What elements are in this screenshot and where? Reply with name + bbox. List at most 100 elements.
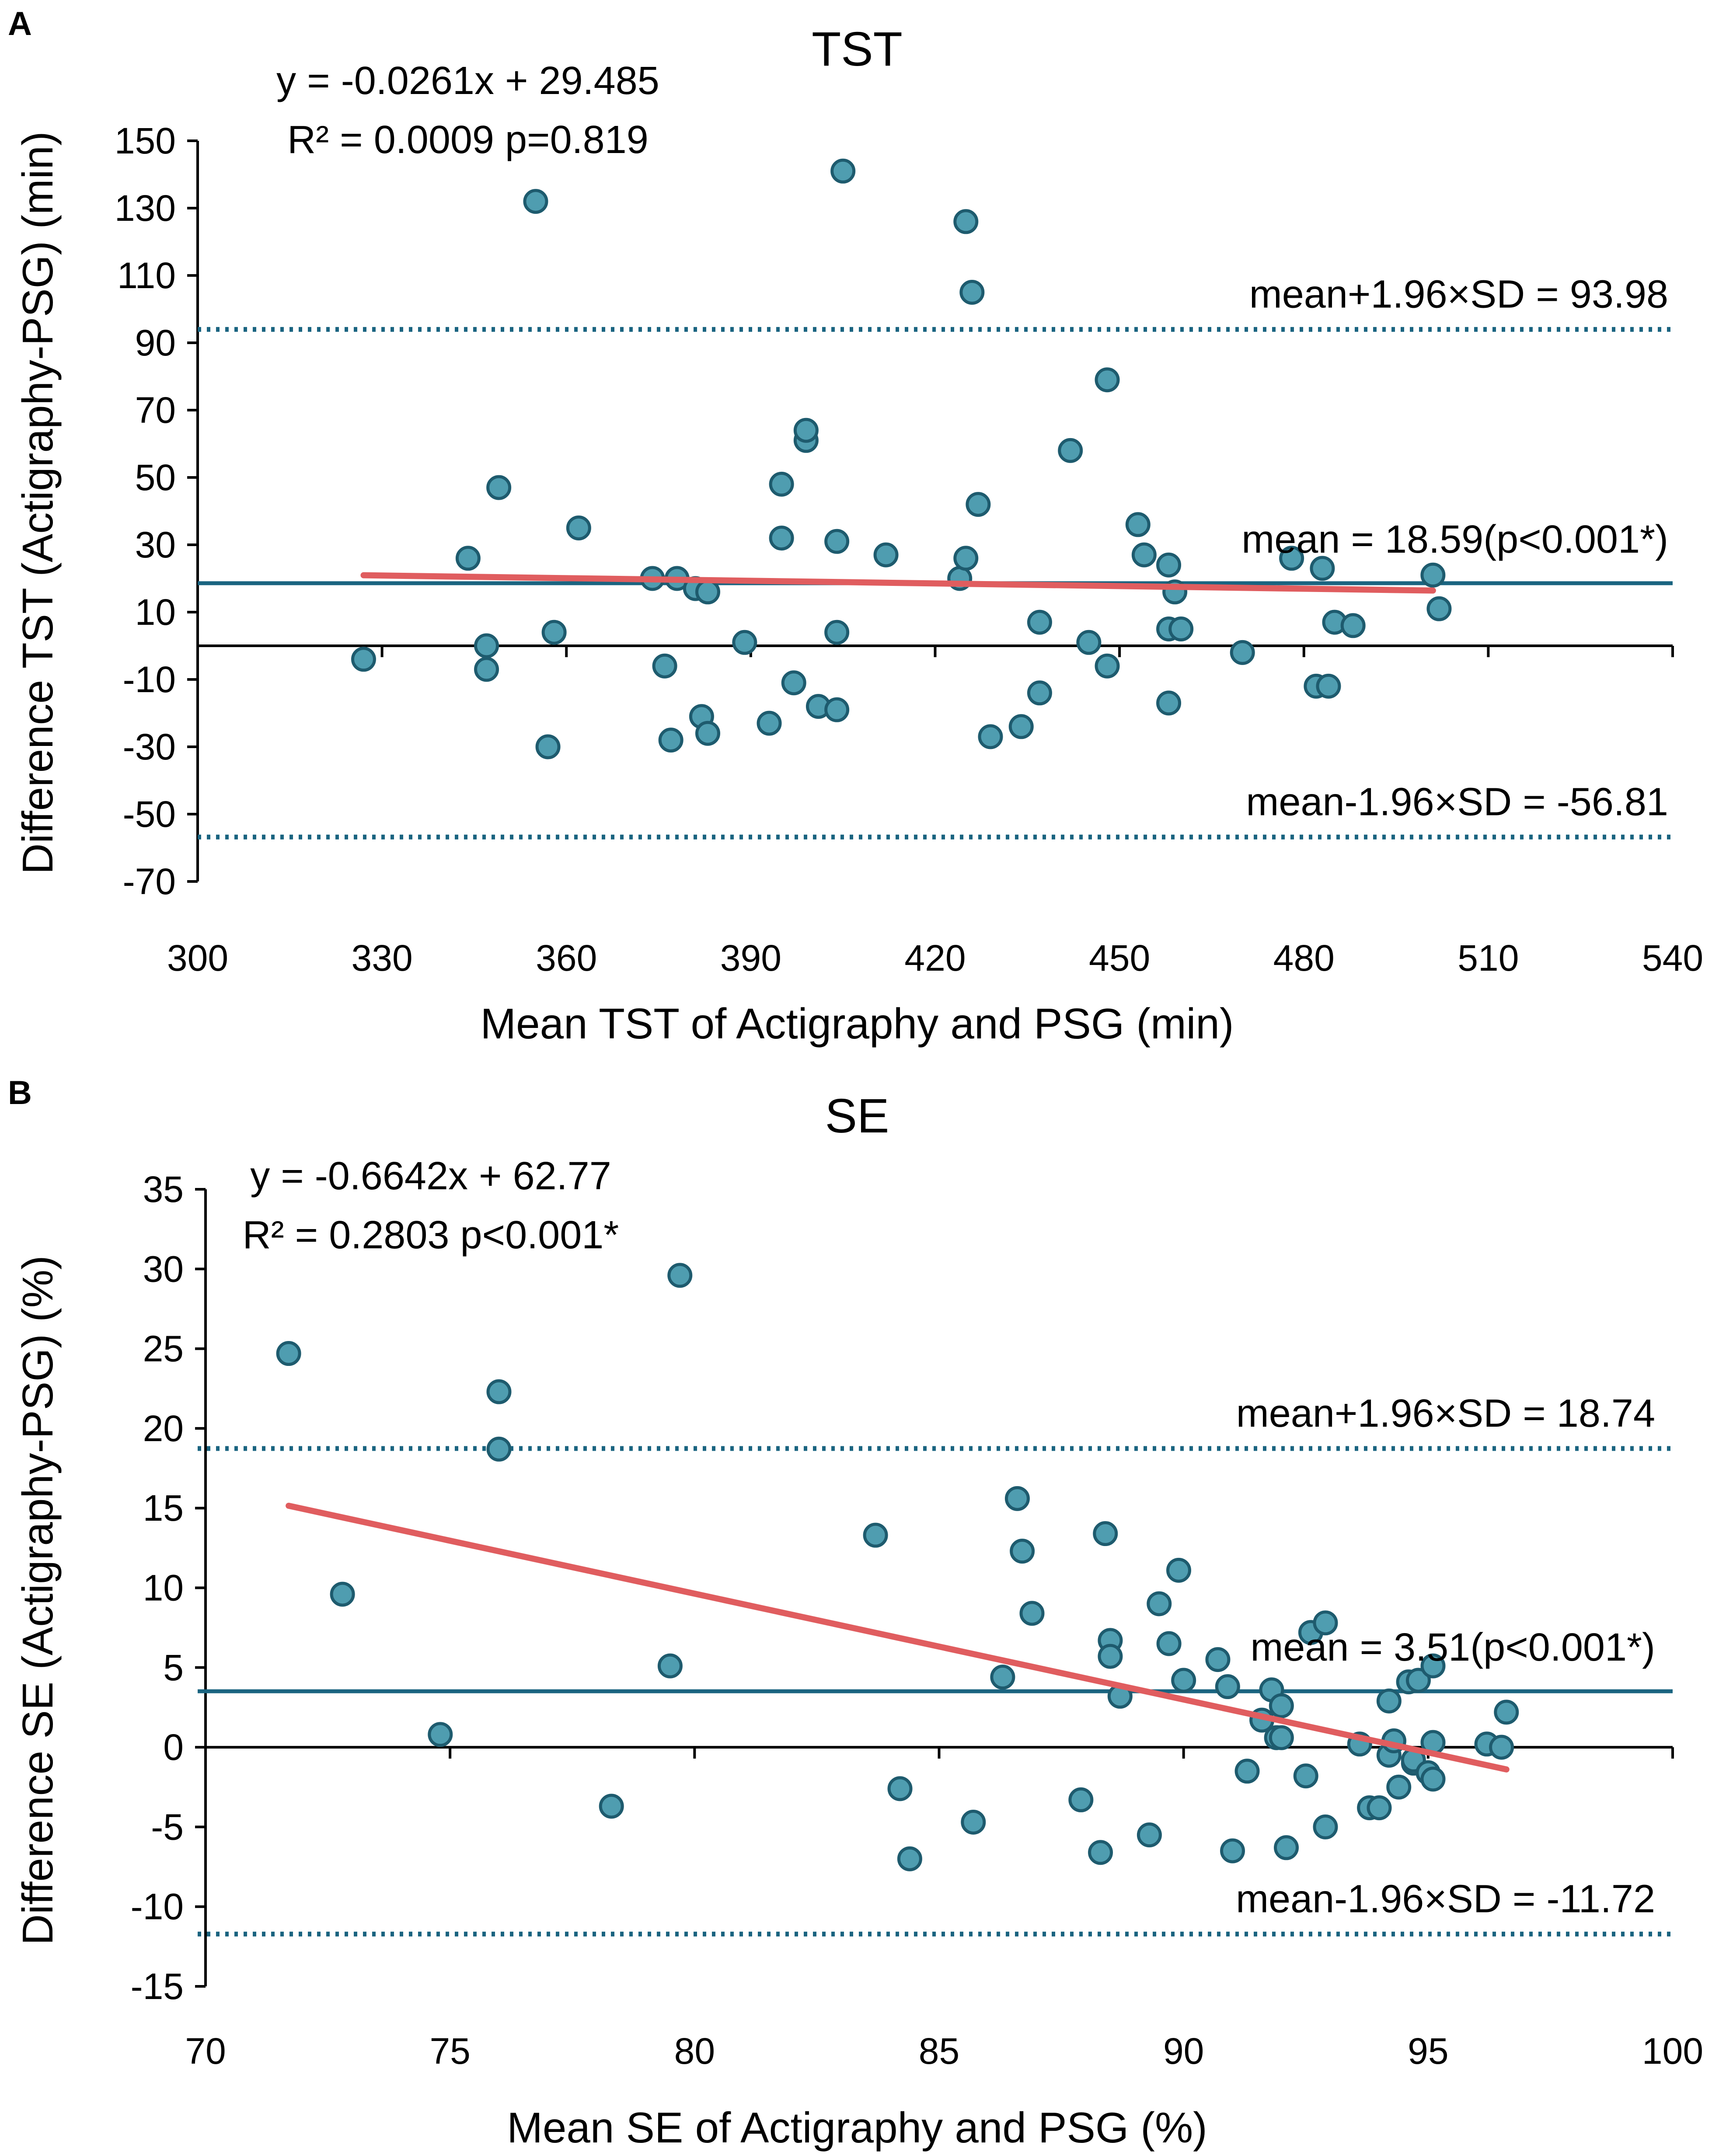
panel-a-upper-limit-label: mean+1.96×SD = 93.98 [1249,272,1668,316]
panel-a-data-point [1027,680,1052,706]
panel-a-data-point [824,620,850,645]
panel-a-x-tick-label: 510 [1457,937,1519,979]
panel-b-data-point [486,1436,512,1462]
panel-b-data-point [1313,1814,1338,1839]
panel-a-y-tick-label: 110 [117,255,176,296]
panel-b-upper-limit-label: mean+1.96×SD = 18.74 [1236,1392,1655,1435]
panel-b-data-point [1293,1763,1318,1789]
panel-a-data-point [824,529,850,554]
panel-b-x-tick-label: 80 [674,2031,715,2072]
panel-a-data-point [953,209,979,234]
panel-b-y-tick-label: 25 [143,1328,184,1369]
panel-a-data-point [535,734,561,759]
panel-b-reference-lines [198,1446,1673,1937]
panel-b-x-tick-label: 70 [185,2031,226,2072]
panel-a-data-point [351,647,376,672]
panel-a-y-tick-label: 50 [135,457,176,498]
panel-a-data-point [1230,640,1255,665]
panel-a-data-point [1168,616,1194,641]
panel-b-data-point [863,1522,888,1548]
panel-b: B SE Mean SE of Actigraphy and PSG (%) D… [8,1074,1703,2152]
panel-b-y-ticks: 35 30 25 20 15 10 5 0 -5 -10 -15 [131,1169,207,2007]
panel-a-data-point [732,630,757,655]
panel-b-data-point [1489,1735,1514,1760]
panel-a-data-point [873,542,899,568]
panel-a-data-point [959,280,985,305]
panel-a-data-point [1008,714,1034,739]
panel-a: A TST Mean TST of Actigraphy and PSG (mi… [8,5,1703,1048]
panel-a-line-labels: mean+1.96×SD = 93.98 mean = 18.59(p<0.001… [1241,272,1668,824]
panel-b-data-point [657,1653,683,1679]
panel-b-points [276,1263,1519,1871]
panel-a-data-point [781,670,806,696]
panel-a-y-ticks: 150 130 110 90 70 50 30 10 -10 -30 -50 -70 [115,120,199,902]
panel-a-data-point [658,728,683,753]
panel-b-data-point [961,1809,986,1835]
panel-a-data-point [1095,653,1120,679]
panel-b-lower-limit-label: mean-1.96×SD = -11.72 [1236,1877,1655,1921]
panel-b-y-tick-label: 5 [163,1647,184,1688]
panel-a-x-tick-label: 330 [352,937,413,979]
panel-a-data-point [769,471,794,497]
panel-b-data-point [1420,1653,1446,1679]
panel-a-y-tick-label: -30 [123,726,176,767]
panel-a-data-point [1156,552,1182,578]
panel-b-data-point [1494,1700,1519,1725]
panel-a-y-tick-label: 90 [135,322,176,363]
panel-a-data-point [978,724,1003,749]
panel-a-data-point [652,653,677,679]
panel-a-data-point [757,711,782,736]
panel-a-data-point [1420,562,1446,588]
panel-b-data-point [1220,1838,1245,1863]
panel-b-data-point [1386,1774,1412,1800]
panel-a-data-point [824,697,850,722]
panel-b-data-point [667,1263,693,1288]
panel-b-data-point [1068,1787,1094,1812]
panel-a-x-tick-label: 450 [1089,937,1150,979]
panel-a-y-tick-label: 130 [115,188,176,229]
panel-b-y-tick-label: 35 [143,1169,184,1210]
panel-a-data-point [1316,673,1341,699]
panel-b-data-point [1367,1795,1392,1821]
panel-a-mean-label: mean = 18.59(p<0.001*) [1241,518,1668,561]
panel-a-data-point [1426,596,1452,621]
panel-b-mean-label: mean = 3.51(p<0.001*) [1250,1626,1655,1669]
panel-a-title: TST [812,22,903,76]
panel-b-regression-equation: y = -0.6642x + 62.77 [250,1154,611,1198]
panel-b-line-labels: mean+1.96×SD = 18.74 mean = 3.51(p<0.001*… [1236,1392,1655,1921]
panel-b-x-ticks: 70 75 80 85 90 95 100 [185,1746,1703,2072]
panel-a-data-point [1279,546,1304,571]
panel-a-data-point [953,546,979,571]
panel-a-y-tick-label: 70 [135,390,176,431]
panel-b-data-point [1171,1668,1196,1693]
panel-b-y-tick-label: -15 [131,1966,184,2007]
panel-b-title: SE [825,1089,889,1143]
panel-a-regression-equation: y = -0.0261x + 29.485 [276,59,659,103]
panel-a-data-point [1156,690,1182,716]
panel-a-x-axis-label: Mean TST of Actigraphy and PSG (min) [480,1000,1234,1048]
panel-b-regression [286,1502,1510,1773]
panel-b-data-point [1137,1822,1162,1848]
panel-b-data-point [428,1722,453,1747]
panel-a-x-ticks: 300 330 360 390 420 450 480 510 540 [167,644,1703,979]
panel-b-data-point [1215,1674,1240,1700]
panel-a-data-point [474,633,499,658]
panel-b-data-point [1313,1610,1338,1636]
panel-b-data-point [1420,1766,1446,1792]
panel-b-data-point [1098,1644,1123,1669]
panel-b-data-point [1234,1759,1260,1784]
panel-a-x-tick-label: 390 [720,937,781,979]
panel-b-y-tick-label: 15 [143,1487,184,1529]
panel-b-x-axis-label: Mean SE of Actigraphy and PSG (%) [507,2104,1207,2152]
panel-a-y-tick-label: 150 [115,120,176,161]
panel-a-data-point [830,158,856,184]
panel-b-data-point [897,1846,922,1871]
panel-a-data-point [474,657,499,682]
panel-a-y-tick-label: -10 [123,659,176,700]
panel-b-data-point [1093,1521,1118,1546]
panel-a-r-squared: R² = 0.0009 p=0.819 [287,118,649,162]
panel-a-data-point [695,579,720,605]
panel-a-x-tick-label: 360 [536,937,597,979]
panel-a-x-tick-label: 420 [904,937,966,979]
